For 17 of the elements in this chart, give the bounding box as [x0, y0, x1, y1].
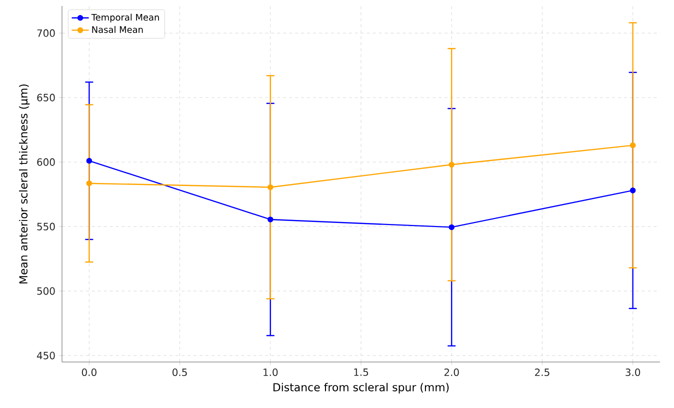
x-tick-label: 1.0: [264, 368, 278, 376]
y-tick-label: 650: [37, 94, 55, 102]
y-tick-label: 700: [37, 29, 55, 37]
y-tick-label: 600: [37, 158, 55, 166]
y-tick-label: 500: [37, 287, 55, 295]
x-tick-label: 2.5: [535, 368, 550, 376]
y-tick-label: 450: [36, 352, 55, 360]
y-axis-title: Mean anterior scleral thickness (µm): [19, 84, 30, 284]
x-tick-label: 1.5: [354, 368, 368, 376]
legend-label: Temporal Mean: [91, 14, 159, 22]
x-tick-label: 3.0: [626, 368, 640, 376]
x-axis-title: Distance from scleral spur (mm): [274, 382, 449, 394]
y-tick-label: 550: [37, 222, 55, 230]
x-tick-label: 0.0: [82, 368, 96, 376]
x-tick-label: 0.5: [172, 368, 187, 376]
x-tick-label: 2.0: [444, 368, 459, 376]
legend-label: Nasal Mean: [92, 26, 143, 33]
